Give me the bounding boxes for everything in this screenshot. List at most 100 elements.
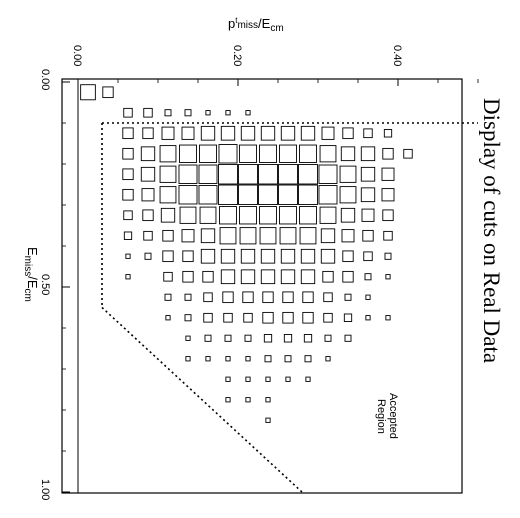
bin-box <box>122 147 134 160</box>
bin-box <box>184 293 192 301</box>
bin-box <box>260 125 276 141</box>
bin-box <box>362 229 374 242</box>
bin-box <box>219 206 237 225</box>
bin-box <box>365 294 371 300</box>
bin-box <box>341 229 355 243</box>
bin-box <box>225 356 231 362</box>
bin-box <box>382 147 394 160</box>
x-tick-label: 0.00 <box>39 69 51 90</box>
x-tick-label: 0.50 <box>39 274 51 295</box>
bin-box <box>205 110 211 116</box>
bin-box <box>178 185 198 205</box>
bin-box <box>245 376 251 382</box>
bin-box <box>239 206 257 225</box>
bin-box <box>80 84 96 101</box>
bin-box <box>142 127 154 140</box>
bin-box <box>385 274 391 280</box>
bin-box <box>318 185 338 205</box>
bin-box <box>161 126 175 140</box>
bin-box <box>140 146 156 162</box>
bin-box <box>282 311 294 324</box>
bin-box <box>259 144 277 163</box>
bin-box <box>259 227 277 245</box>
bin-box <box>342 250 354 263</box>
bin-box <box>265 397 271 403</box>
bin-box <box>218 144 238 164</box>
bin-box <box>163 271 173 282</box>
bin-box <box>223 312 233 323</box>
bin-box <box>200 228 216 244</box>
bin-box <box>181 229 195 243</box>
x-axis-title: Emiss/Ecm <box>22 247 40 302</box>
bin-box <box>384 252 392 260</box>
bin-box <box>325 356 331 362</box>
bin-box <box>285 376 291 382</box>
bin-box <box>363 128 373 139</box>
bin-box <box>240 269 256 285</box>
bin-box <box>238 164 258 185</box>
bin-box <box>279 206 297 225</box>
bin-box <box>303 334 313 343</box>
bin-box <box>323 292 333 303</box>
bin-box <box>159 165 177 183</box>
bin-box <box>300 125 316 141</box>
bin-box <box>320 228 336 244</box>
bin-box <box>381 167 395 181</box>
bin-box <box>178 164 198 184</box>
cut-lines <box>101 122 478 493</box>
bin-box <box>204 334 212 342</box>
bin-box <box>282 291 294 304</box>
bin-box <box>162 250 174 263</box>
x-tick-label: 1.00 <box>39 479 51 500</box>
bin-box <box>302 291 314 304</box>
bin-box <box>279 227 297 245</box>
bin-box <box>245 356 251 362</box>
bin-box <box>123 107 133 118</box>
bin-box <box>185 356 191 362</box>
bin-box <box>182 270 194 283</box>
bin-box <box>264 355 272 363</box>
bin-box <box>225 397 231 403</box>
bin-box <box>199 144 217 163</box>
bin-box <box>403 148 413 159</box>
bin-box <box>299 206 317 225</box>
bin-box <box>364 273 372 281</box>
cut-line-diagonal <box>101 306 303 493</box>
bin-box <box>340 207 356 223</box>
bin-box <box>279 144 297 163</box>
bin-box <box>245 110 251 116</box>
bin-box <box>182 250 194 263</box>
bin-box <box>319 206 337 224</box>
bin-box <box>263 334 273 343</box>
bin-box <box>179 144 197 163</box>
bin-box <box>305 376 311 382</box>
y-axis-title: ptmiss/Ecm <box>228 16 284 34</box>
bin-box <box>123 231 133 240</box>
y-tick-label: 0.00 <box>71 45 83 66</box>
bin-box <box>245 397 251 403</box>
bin-box <box>181 126 195 140</box>
y-tick-label: 0.40 <box>391 45 403 66</box>
bin-box <box>381 188 395 202</box>
bin-box <box>185 335 191 341</box>
chart-title: Display of cuts on Real Data <box>479 98 504 363</box>
bin-box <box>321 126 335 140</box>
bin-box <box>300 269 316 285</box>
bin-box <box>218 164 238 185</box>
bin-box <box>360 166 376 182</box>
accepted-region-label: Accepted Region <box>375 393 399 442</box>
bin-box <box>258 184 278 205</box>
bin-box <box>203 312 213 323</box>
bin-box <box>184 109 192 117</box>
bin-box <box>122 168 134 181</box>
bin-box <box>344 293 352 301</box>
bin-box <box>240 125 256 141</box>
bin-box <box>200 248 216 264</box>
bin-box <box>299 144 317 163</box>
bin-box <box>319 145 337 163</box>
bin-box <box>122 127 134 140</box>
histogram-bins <box>80 84 413 423</box>
bin-box <box>322 270 334 283</box>
bin-box <box>164 293 172 301</box>
bin-box <box>300 248 316 264</box>
